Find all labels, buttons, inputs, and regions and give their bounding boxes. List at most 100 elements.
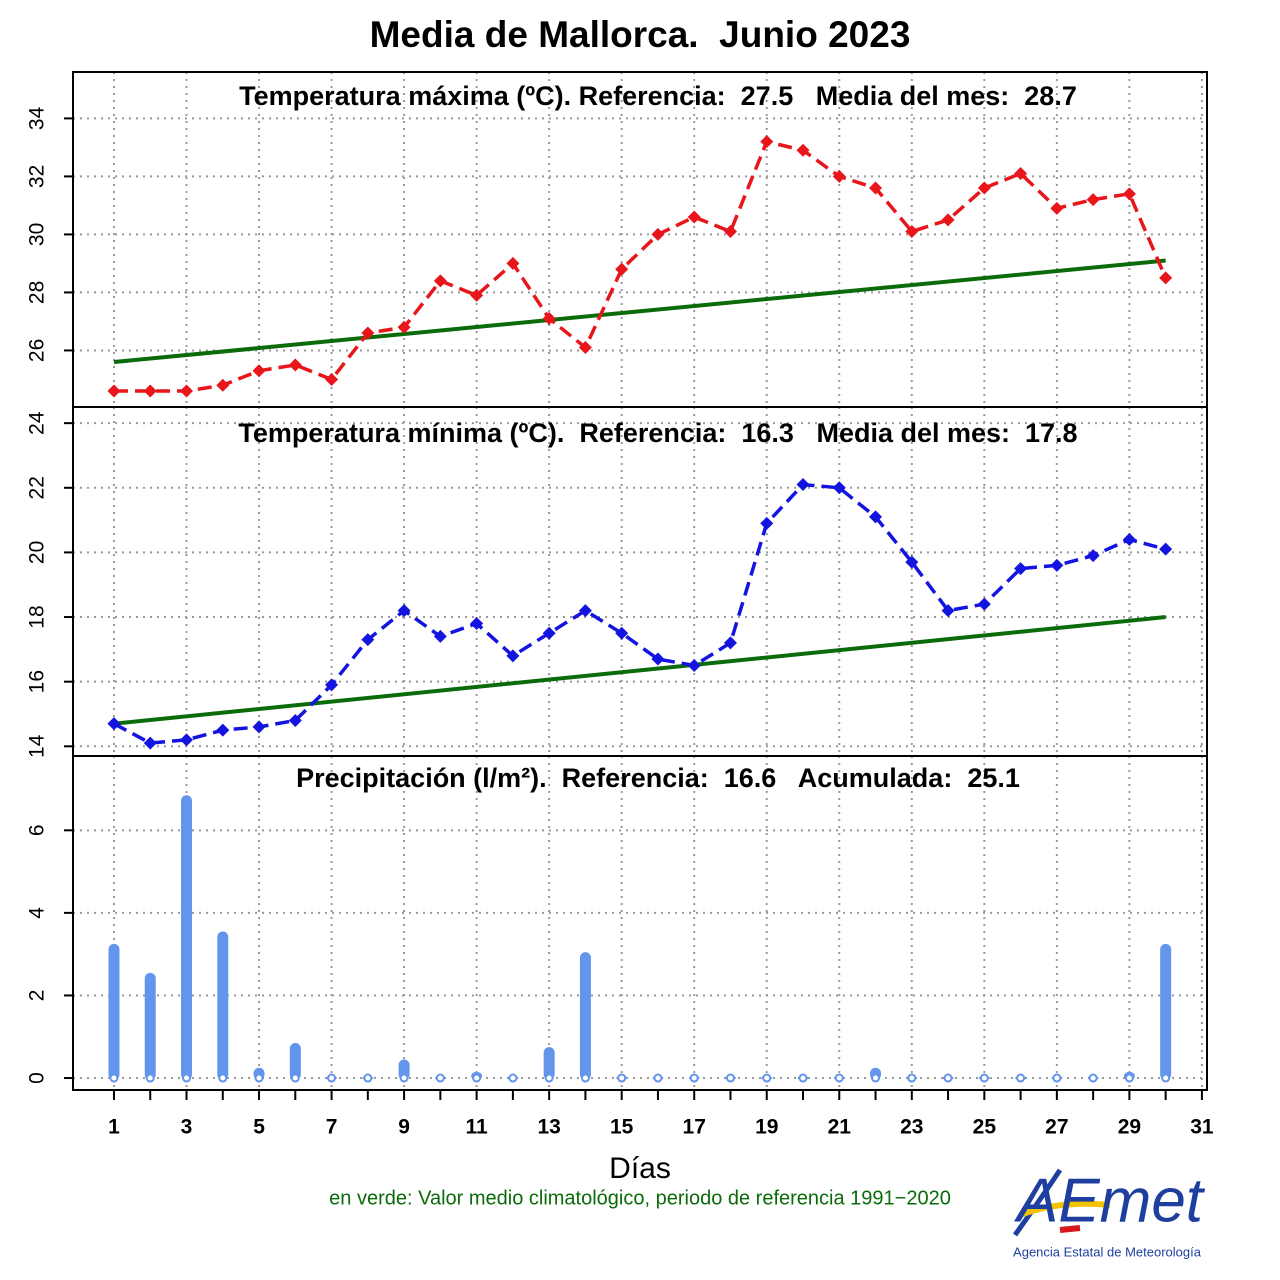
data-point	[1159, 271, 1173, 285]
data-point	[433, 274, 447, 288]
data-point	[361, 633, 375, 647]
zero-marker	[363, 1073, 373, 1083]
zero-marker	[1016, 1073, 1026, 1083]
y-tick-label: 6	[26, 824, 49, 836]
zero-marker	[254, 1073, 264, 1083]
data-point	[470, 288, 484, 302]
y-tick-label: 34	[26, 106, 49, 130]
data-point	[1122, 532, 1136, 546]
chart-title: Media de Mallorca. Junio 2023	[370, 14, 911, 55]
x-tick-label: 15	[610, 1116, 634, 1139]
data-point	[977, 181, 991, 195]
data-point	[941, 604, 955, 618]
zero-marker	[472, 1073, 482, 1083]
data-point	[1014, 167, 1028, 181]
data-line	[113, 139, 1168, 393]
data-point	[288, 713, 302, 727]
y-tick-label: 16	[26, 670, 49, 693]
data-point	[687, 210, 701, 224]
data-point	[107, 384, 121, 398]
data-point	[615, 626, 629, 640]
data-point	[869, 510, 883, 524]
y-tick-label: 14	[26, 734, 49, 758]
zero-marker	[1052, 1073, 1062, 1083]
bar	[108, 943, 120, 1081]
data-point	[542, 626, 556, 640]
footnote: en verde: Valor medio climatológico, per…	[329, 1187, 951, 1209]
y-tick-label: 4	[26, 907, 49, 919]
y-tick-label: 32	[26, 165, 49, 188]
zero-marker	[943, 1073, 953, 1083]
data-point	[651, 227, 665, 241]
data-point	[1159, 542, 1173, 556]
data-point	[252, 720, 266, 734]
zero-marker	[1161, 1073, 1171, 1083]
y-tick-label: 26	[26, 339, 49, 362]
zero-marker	[725, 1073, 735, 1083]
bar	[289, 1042, 301, 1081]
x-tick-label: 21	[828, 1116, 852, 1139]
panel-frame	[72, 755, 1208, 1091]
zero-marker	[979, 1073, 989, 1083]
reference-line	[113, 615, 1166, 726]
y-tick-label: 18	[26, 605, 49, 628]
zero-marker	[834, 1073, 844, 1083]
data-point	[397, 604, 411, 618]
data-point	[1086, 193, 1100, 207]
zero-marker	[689, 1073, 699, 1083]
data-point	[288, 358, 302, 372]
data-point	[506, 256, 520, 270]
data-point	[905, 555, 919, 569]
zero-marker	[871, 1073, 881, 1083]
data-point	[832, 169, 846, 183]
data-point	[723, 225, 737, 239]
bar	[579, 952, 591, 1081]
x-tick-label: 13	[537, 1116, 560, 1139]
zero-marker	[435, 1073, 445, 1083]
data-point	[1050, 558, 1064, 572]
zero-marker	[762, 1073, 772, 1083]
data-point	[180, 733, 194, 747]
data-point	[687, 659, 701, 673]
data-point	[615, 262, 629, 276]
data-point	[216, 723, 230, 737]
data-point	[905, 225, 919, 239]
x-tick-label: 5	[253, 1116, 265, 1139]
data-point	[143, 384, 157, 398]
bar	[144, 972, 156, 1081]
panel-frame	[72, 71, 1208, 408]
zero-marker	[798, 1073, 808, 1083]
x-tick-label: 7	[326, 1116, 338, 1139]
data-point	[180, 384, 194, 398]
y-tick-label: 20	[26, 541, 49, 564]
x-tick-label: 29	[1118, 1116, 1141, 1139]
logo: AEmet Agencia Estatal de Meteorología	[1012, 1166, 1206, 1259]
data-point	[578, 341, 592, 355]
logo-shape	[1018, 1200, 1111, 1218]
x-axis-label: Días	[609, 1152, 671, 1185]
zero-marker	[617, 1073, 627, 1083]
zero-marker	[218, 1073, 228, 1083]
zero-marker	[182, 1073, 192, 1083]
data-line	[113, 482, 1167, 745]
data-point	[651, 652, 665, 666]
data-point	[325, 372, 339, 386]
x-tick-label: 17	[683, 1116, 706, 1139]
panel-title: Temperatura máxima (ºC). Referencia: 27.…	[239, 81, 1077, 111]
data-point	[723, 636, 737, 650]
data-point	[470, 617, 484, 631]
y-tick-label: 22	[26, 476, 49, 499]
logo-shape	[1012, 1168, 1063, 1237]
data-point	[325, 678, 339, 692]
bar	[1160, 943, 1172, 1081]
panel-title: Precipitación (l/m²). Referencia: 16.6 A…	[296, 763, 1020, 793]
x-tick-label: 3	[181, 1116, 193, 1139]
data-point	[832, 481, 846, 495]
data-point	[542, 312, 556, 326]
x-tick-label: 25	[973, 1116, 997, 1139]
zero-marker	[907, 1073, 917, 1083]
data-point	[506, 649, 520, 663]
data-point	[397, 320, 411, 334]
data-point	[760, 135, 774, 149]
zero-marker	[580, 1073, 590, 1083]
